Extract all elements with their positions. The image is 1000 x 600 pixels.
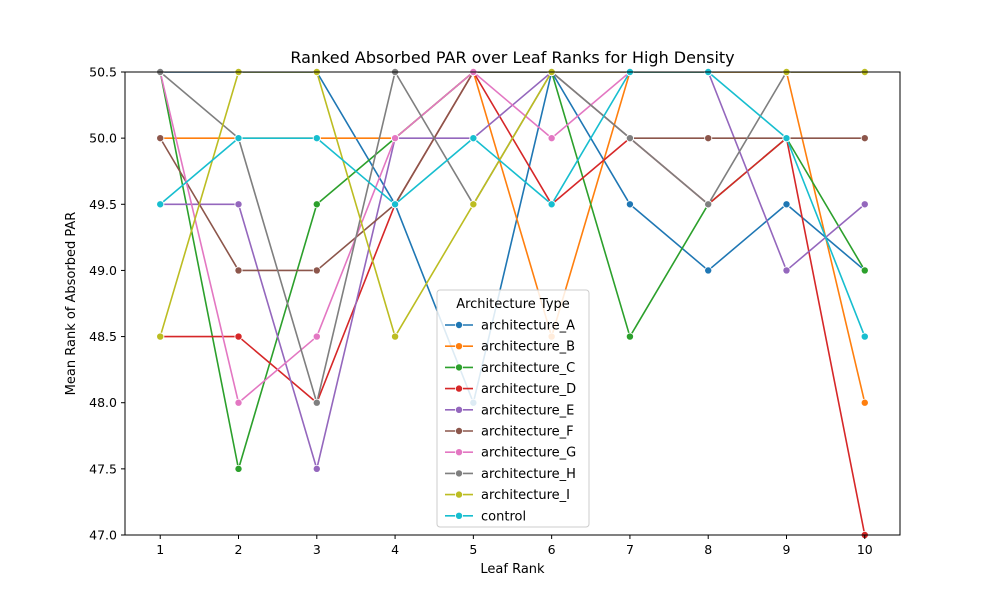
legend-item-architecture_F: architecture_F <box>445 425 574 440</box>
legend-label: architecture_C <box>481 361 575 376</box>
x-tick-label: 5 <box>469 542 477 557</box>
data-point-architecture_B <box>860 398 869 407</box>
series-line-architecture_I <box>159 72 865 338</box>
data-point-architecture_F <box>704 134 713 143</box>
data-point-control <box>156 200 165 209</box>
data-point-control <box>782 134 791 143</box>
legend-swatch-marker <box>454 490 463 499</box>
x-tick-label: 6 <box>548 542 556 557</box>
legend-item-architecture_D: architecture_D <box>445 382 576 397</box>
x-tick-label: 2 <box>235 542 243 557</box>
legend-item-control: control <box>445 509 526 524</box>
y-tick-label: 48.0 <box>89 395 117 410</box>
data-point-control <box>469 134 478 143</box>
data-point-architecture_I <box>391 332 400 341</box>
data-point-architecture_G <box>547 134 556 143</box>
legend-swatch-marker <box>454 448 463 457</box>
x-tick-label: 3 <box>313 542 321 557</box>
legend-item-architecture_I: architecture_I <box>445 488 570 503</box>
legend-box <box>436 289 590 528</box>
legend-item-architecture_E: architecture_E <box>445 403 574 418</box>
legend-swatch-marker <box>454 342 463 351</box>
data-point-architecture_C <box>234 464 243 473</box>
legend: Architecture Type architecture_A architec… <box>436 289 590 528</box>
legend-item-architecture_A: architecture_A <box>445 319 575 334</box>
x-axis: 1 2 3 4 5 6 7 8 9 10 <box>156 535 873 557</box>
data-point-architecture_H <box>312 398 321 407</box>
y-tick-label: 47.0 <box>89 528 117 543</box>
data-point-architecture_G <box>234 398 243 407</box>
y-tick-label: 50.0 <box>89 131 117 146</box>
chart-title: Ranked Absorbed PAR over Leaf Ranks for … <box>290 48 734 67</box>
data-point-architecture_F <box>860 134 869 143</box>
legend-title: Architecture Type <box>456 297 570 312</box>
data-point-architecture_H <box>625 134 634 143</box>
legend-label: architecture_H <box>481 467 576 482</box>
legend-swatch-marker <box>454 405 463 414</box>
legend-label: architecture_I <box>481 488 570 503</box>
data-point-architecture_F <box>234 266 243 275</box>
data-point-architecture_E <box>860 200 869 209</box>
legend-item-architecture_B: architecture_B <box>445 340 575 355</box>
data-point-architecture_A <box>782 200 791 209</box>
data-point-architecture_A <box>704 266 713 275</box>
legend-label: architecture_E <box>481 403 574 418</box>
legend-label: architecture_A <box>481 319 575 334</box>
legend-item-architecture_G: architecture_G <box>445 446 576 461</box>
y-tick-label: 47.5 <box>89 461 117 476</box>
x-axis-label: Leaf Rank <box>480 562 545 577</box>
data-point-control <box>860 332 869 341</box>
legend-label: architecture_F <box>481 425 574 440</box>
data-point-control <box>312 134 321 143</box>
x-tick-label: 4 <box>391 542 399 557</box>
series-line-architecture_G <box>159 72 865 404</box>
data-point-architecture_C <box>860 266 869 275</box>
legend-label: control <box>481 509 526 524</box>
data-point-architecture_H <box>704 200 713 209</box>
data-point-architecture_I <box>156 332 165 341</box>
legend-swatch-marker <box>454 384 463 393</box>
series-layer <box>159 72 866 535</box>
series-line-control <box>159 72 866 337</box>
legend-swatch-marker <box>454 363 463 372</box>
legend-label: architecture_D <box>481 382 576 397</box>
data-point-control <box>547 200 556 209</box>
y-tick-label: 48.5 <box>89 329 117 344</box>
series-line-architecture_A <box>160 72 866 404</box>
y-tick-label: 50.5 <box>89 65 117 80</box>
y-axis: 47.0 47.5 48.0 48.5 49.0 49.5 50.0 50.5 <box>89 65 125 543</box>
data-point-architecture_E <box>312 464 321 473</box>
data-point-architecture_C <box>312 200 321 209</box>
data-point-control <box>234 134 243 143</box>
y-tick-label: 49.5 <box>89 197 117 212</box>
legend-swatch-marker <box>454 469 463 478</box>
y-axis-label: Mean Rank of Absorbed PAR <box>64 212 79 396</box>
data-point-architecture_G <box>312 332 321 341</box>
data-point-architecture_G <box>391 134 400 143</box>
x-tick-label: 8 <box>704 542 712 557</box>
y-tick-label: 49.0 <box>89 263 117 278</box>
legend-label: architecture_G <box>481 446 576 461</box>
data-point-architecture_C <box>625 332 634 341</box>
data-point-architecture_E <box>782 266 791 275</box>
data-point-architecture_E <box>234 200 243 209</box>
data-point-architecture_D <box>234 332 243 341</box>
x-tick-label: 10 <box>857 542 873 557</box>
data-point-control <box>391 200 400 209</box>
data-point-architecture_I <box>469 200 478 209</box>
data-point-architecture_F <box>156 134 165 143</box>
x-tick-label: 9 <box>783 542 791 557</box>
legend-swatch-marker <box>454 511 463 520</box>
x-tick-label: 1 <box>156 542 164 557</box>
plot-frame <box>124 71 901 536</box>
data-point-architecture_A <box>625 200 634 209</box>
legend-item-architecture_H: architecture_H <box>445 467 576 482</box>
legend-item-architecture_C: architecture_C <box>445 361 575 376</box>
x-tick-label: 7 <box>626 542 634 557</box>
data-point-architecture_F <box>312 266 321 275</box>
legend-swatch-marker <box>454 320 463 329</box>
legend-label: architecture_B <box>481 340 575 355</box>
legend-swatch-marker <box>454 426 463 435</box>
